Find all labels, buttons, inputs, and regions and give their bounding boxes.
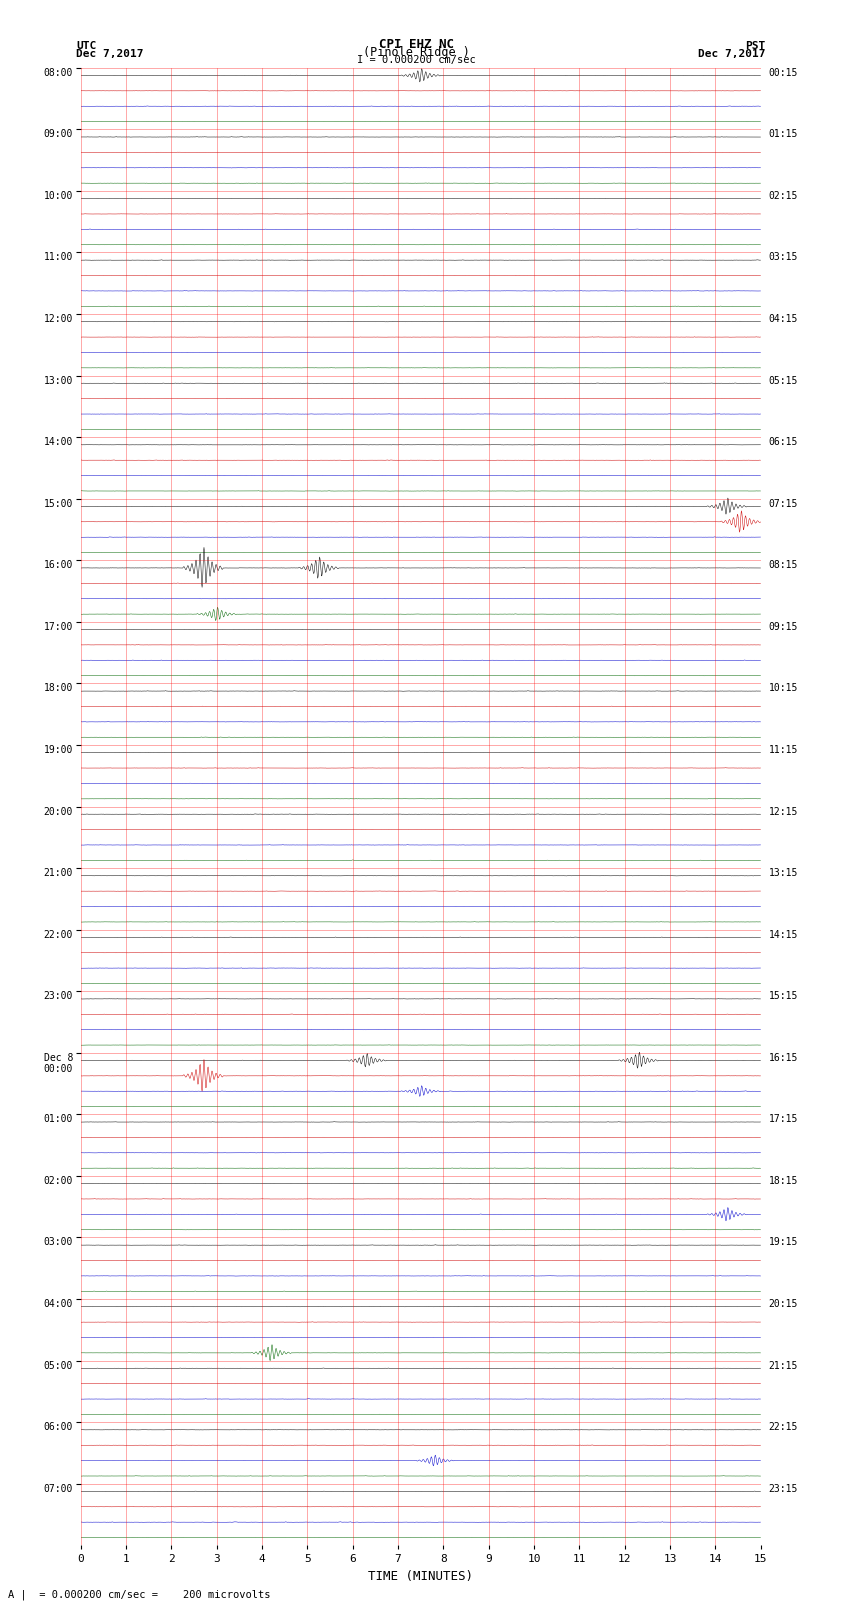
Text: Dec 7,2017: Dec 7,2017 (76, 48, 144, 58)
Text: UTC: UTC (76, 40, 97, 50)
Text: CPI EHZ NC: CPI EHZ NC (379, 37, 454, 50)
Text: A |  = 0.000200 cm/sec =    200 microvolts: A | = 0.000200 cm/sec = 200 microvolts (8, 1589, 271, 1600)
Text: PST: PST (745, 40, 765, 50)
Text: Dec 7,2017: Dec 7,2017 (698, 48, 765, 58)
Text: (Pinole Ridge ): (Pinole Ridge ) (363, 45, 470, 58)
Text: I = 0.000200 cm/sec: I = 0.000200 cm/sec (357, 55, 476, 65)
X-axis label: TIME (MINUTES): TIME (MINUTES) (368, 1569, 473, 1582)
